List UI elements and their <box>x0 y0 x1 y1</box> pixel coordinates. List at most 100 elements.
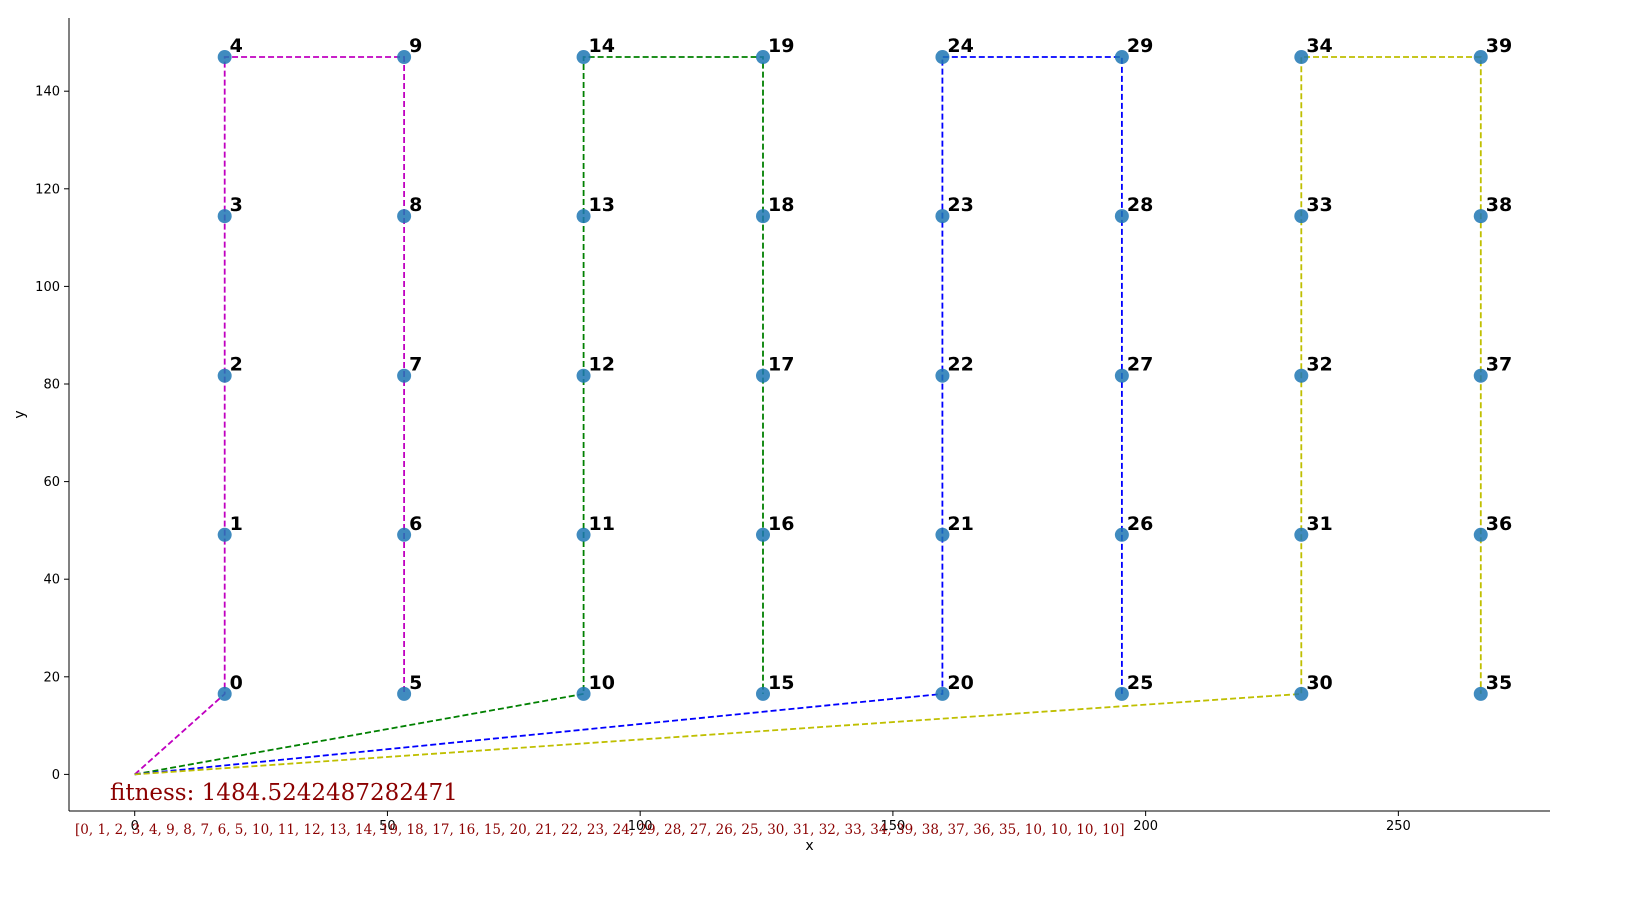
point-label-26: 26 <box>1127 513 1153 535</box>
x-tick-label: 250 <box>1386 819 1411 834</box>
point-34 <box>1294 50 1309 65</box>
point-label-37: 37 <box>1486 354 1512 376</box>
point-37 <box>1473 368 1488 383</box>
point-21 <box>935 527 950 542</box>
point-label-30: 30 <box>1306 672 1332 694</box>
point-label-17: 17 <box>768 354 794 376</box>
point-label-20: 20 <box>947 672 973 694</box>
point-5 <box>397 686 412 701</box>
point-38 <box>1473 209 1488 224</box>
point-label-5: 5 <box>409 672 422 694</box>
point-28 <box>1114 209 1129 224</box>
point-label-8: 8 <box>409 194 422 216</box>
point-27 <box>1114 368 1129 383</box>
point-label-24: 24 <box>947 35 973 57</box>
point-label-25: 25 <box>1127 672 1153 694</box>
point-label-32: 32 <box>1306 354 1332 376</box>
point-label-21: 21 <box>947 513 973 535</box>
point-6 <box>397 527 412 542</box>
point-label-33: 33 <box>1306 194 1332 216</box>
point-label-0: 0 <box>230 672 243 694</box>
x-tick-label: 0 <box>131 819 139 834</box>
point-32 <box>1294 368 1309 383</box>
point-4 <box>217 50 232 65</box>
fitness-annotation: fitness: 1484.5242487282471 <box>110 780 458 806</box>
point-19 <box>755 50 770 65</box>
point-2 <box>217 368 232 383</box>
x-tick-label: 150 <box>880 819 905 834</box>
y-tick-label: 120 <box>35 182 60 197</box>
routes-layer <box>134 56 1482 776</box>
point-14 <box>576 50 591 65</box>
y-tick-label: 20 <box>43 670 60 685</box>
y-tick-label: 140 <box>35 85 60 100</box>
point-label-18: 18 <box>768 194 794 216</box>
point-label-19: 19 <box>768 35 794 57</box>
point-0 <box>217 686 232 701</box>
point-label-28: 28 <box>1127 194 1153 216</box>
point-label-34: 34 <box>1306 35 1332 57</box>
y-axis-label: y <box>12 410 28 418</box>
point-23 <box>935 209 950 224</box>
point-label-9: 9 <box>409 35 422 57</box>
point-label-12: 12 <box>589 354 615 376</box>
y-tick-label: 100 <box>35 280 60 295</box>
route-line-2 <box>134 56 764 776</box>
x-tick-label: 200 <box>1133 819 1158 834</box>
point-29 <box>1114 50 1129 65</box>
point-label-1: 1 <box>230 513 243 535</box>
point-label-16: 16 <box>768 513 794 535</box>
point-7 <box>397 368 412 383</box>
point-39 <box>1473 50 1488 65</box>
point-label-15: 15 <box>768 672 794 694</box>
y-tick-label: 0 <box>52 768 60 783</box>
point-label-2: 2 <box>230 354 243 376</box>
point-12 <box>576 368 591 383</box>
point-labels-layer: 0123456789101112131415161718192021222324… <box>230 35 1513 694</box>
point-label-36: 36 <box>1486 513 1512 535</box>
point-24 <box>935 50 950 65</box>
point-35 <box>1473 686 1488 701</box>
point-label-23: 23 <box>947 194 973 216</box>
point-9 <box>397 50 412 65</box>
point-17 <box>755 368 770 383</box>
point-label-7: 7 <box>409 354 422 376</box>
point-3 <box>217 209 232 224</box>
point-15 <box>755 686 770 701</box>
x-tick-label: 100 <box>628 819 653 834</box>
point-16 <box>755 527 770 542</box>
points-layer <box>217 50 1488 701</box>
route-line-4 <box>134 56 1482 776</box>
point-label-11: 11 <box>589 513 615 535</box>
point-label-27: 27 <box>1127 354 1153 376</box>
point-label-10: 10 <box>589 672 615 694</box>
point-label-22: 22 <box>947 354 973 376</box>
y-ticks: 0 20 40 60 80 100 120 140 <box>35 85 69 783</box>
y-tick-label: 40 <box>43 573 60 588</box>
x-axis-label: x <box>805 838 813 854</box>
point-25 <box>1114 686 1129 701</box>
route-line-1 <box>134 56 406 776</box>
point-label-4: 4 <box>230 35 243 57</box>
point-label-31: 31 <box>1306 513 1332 535</box>
point-33 <box>1294 209 1309 224</box>
point-31 <box>1294 527 1309 542</box>
point-20 <box>935 686 950 701</box>
point-label-35: 35 <box>1486 672 1512 694</box>
point-label-38: 38 <box>1486 194 1512 216</box>
point-label-39: 39 <box>1486 35 1512 57</box>
point-label-6: 6 <box>409 513 422 535</box>
point-label-29: 29 <box>1127 35 1153 57</box>
point-11 <box>576 527 591 542</box>
point-8 <box>397 209 412 224</box>
point-13 <box>576 209 591 224</box>
route-line-3 <box>134 56 1123 776</box>
x-tick-label: 50 <box>379 819 396 834</box>
route-sequence-annotation: [0, 1, 2, 3, 4, 9, 8, 7, 6, 5, 10, 11, 1… <box>75 822 1125 838</box>
y-tick-label: 80 <box>43 378 60 393</box>
point-label-3: 3 <box>230 194 243 216</box>
point-label-13: 13 <box>589 194 615 216</box>
